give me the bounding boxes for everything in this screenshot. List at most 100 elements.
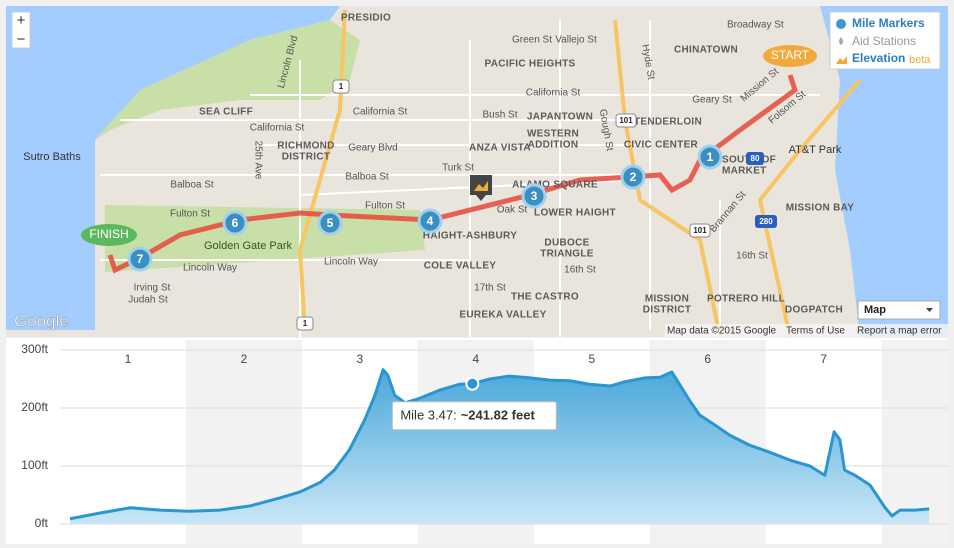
- shield-label: 80: [751, 154, 760, 163]
- elevation-line: [69, 368, 930, 521]
- mile-marker-label[interactable]: 4: [427, 214, 434, 228]
- shield: [689, 223, 711, 238]
- map-label: Lincoln Way: [183, 263, 237, 274]
- map-label: Geary Blvd: [348, 143, 397, 154]
- map-label: Lincoln Way: [324, 257, 378, 268]
- zoom-control: + −: [11, 11, 31, 49]
- mile-marker-label[interactable]: 5: [327, 216, 334, 230]
- road-shields: 1 101 80 280 1 101: [296, 79, 777, 331]
- shield-label: 280: [759, 217, 773, 226]
- map-label: HAIGHT-ASHBURY: [423, 231, 517, 242]
- map-label: Golden Gate Park: [204, 240, 293, 252]
- park: [95, 20, 360, 140]
- y-tick-label: 200ft: [21, 400, 48, 414]
- attribution-bar: [665, 324, 948, 337]
- report-link[interactable]: Report a map error: [857, 326, 942, 337]
- map-type-select[interactable]: [857, 300, 941, 320]
- mile-marker[interactable]: [697, 144, 723, 170]
- google-logo: Google: [14, 311, 69, 330]
- legend-item[interactable]: Mile Markers: [852, 16, 925, 30]
- mile-marker-label[interactable]: 3: [531, 189, 538, 203]
- attribution: Map data ©2015 Google: [667, 326, 777, 337]
- map-label: 16th St: [564, 265, 596, 276]
- x-tick-label: 6: [704, 352, 711, 366]
- legend-box: [829, 11, 941, 70]
- legend-item[interactable]: Elevation: [852, 51, 905, 65]
- shield: [746, 152, 764, 165]
- map: PRESIDIO Broadway St Vallejo St Green St…: [6, 6, 948, 338]
- mile-marker[interactable]: [317, 210, 343, 236]
- legend-item[interactable]: Aid Stations: [852, 34, 916, 48]
- elevation-area: [70, 369, 930, 524]
- map-label: Judah St: [128, 295, 168, 306]
- map-label: JAPANTOWN: [527, 112, 593, 123]
- map-label: MARKET: [722, 166, 767, 177]
- map-label: COLE VALLEY: [424, 261, 497, 272]
- legend-icon: [839, 37, 843, 45]
- terms-link[interactable]: Terms of Use: [786, 326, 845, 337]
- map-label: ALAMO SQUARE: [512, 180, 598, 191]
- start-marker[interactable]: START: [763, 45, 817, 67]
- x-tick-label: 3: [357, 352, 364, 366]
- mile-marker-label[interactable]: 6: [232, 216, 239, 230]
- mile-marker-label[interactable]: 1: [707, 150, 714, 164]
- zoom-in[interactable]: +: [17, 12, 26, 29]
- finish-bubble[interactable]: [81, 224, 137, 246]
- tooltip-value: ~241.82 feet: [461, 408, 536, 423]
- map-label: ADDITION: [528, 140, 579, 151]
- water: [6, 6, 340, 330]
- mile-marker[interactable]: [127, 246, 153, 272]
- shield-label: 1: [339, 82, 344, 91]
- map-label: DISTRICT: [282, 152, 331, 163]
- map-label: TRIANGLE: [540, 249, 594, 260]
- select-arrow: [926, 308, 933, 312]
- finish-label[interactable]: FINISH: [89, 227, 128, 241]
- shield: [755, 215, 777, 228]
- start-bubble[interactable]: [763, 45, 817, 67]
- map-label: DOGPATCH: [785, 305, 843, 316]
- start-label[interactable]: START: [771, 48, 810, 62]
- x-tick-label: 4: [472, 352, 479, 366]
- mile-marker[interactable]: [521, 183, 547, 209]
- map-label: WESTERN: [527, 129, 579, 140]
- map-label: PACIFIC HEIGHTS: [485, 59, 576, 70]
- shield: [615, 113, 637, 128]
- elevation-chart: 0ft 100ft 200ft 300ft 1 2 3 4 5 6 7 Mile 3.47: ~241.…: [6, 338, 948, 544]
- map-label: Fulton St: [365, 201, 405, 212]
- elevation-pin-icon: [474, 181, 488, 191]
- map-label: PRESIDIO: [341, 13, 391, 24]
- x-tick-label: 1: [125, 352, 132, 366]
- legend-icon: [836, 56, 847, 64]
- hover-point[interactable]: [465, 376, 480, 391]
- mile-marker-label[interactable]: 7: [137, 252, 144, 266]
- map-label: CIVIC CENTER: [624, 140, 699, 151]
- map-type-label[interactable]: Map: [864, 304, 886, 316]
- tooltip-label: Mile 3.47:: [400, 408, 456, 423]
- map-label: 17th St: [474, 283, 506, 294]
- x-tick-label: 5: [588, 352, 595, 366]
- map-label: Bush St: [482, 110, 517, 121]
- mile-marker[interactable]: [620, 164, 646, 190]
- shield-label: 1: [303, 319, 308, 328]
- map-label: California St: [353, 107, 408, 118]
- mile-markers: 1 2 3 4 5 6 7: [127, 144, 723, 272]
- y-tick-label: 0ft: [35, 516, 49, 530]
- mile-marker[interactable]: [417, 208, 443, 234]
- map-label: ANZA VISTA: [469, 143, 531, 154]
- zoom-out[interactable]: −: [17, 31, 26, 48]
- map-label: EUREKA VALLEY: [459, 310, 546, 321]
- map-label: 25th Ave: [252, 141, 263, 180]
- map-label: LOWER HAIGHT: [534, 208, 616, 219]
- y-tick-label: 300ft: [21, 342, 48, 356]
- map-label: Balboa St: [170, 180, 214, 191]
- map-label: Fulton St: [170, 209, 210, 220]
- map-label: California St: [250, 123, 305, 134]
- tooltip: Mile 3.47: ~241.82 feet: [400, 408, 535, 423]
- finish-marker[interactable]: FINISH: [81, 224, 137, 246]
- legend-icon: [836, 19, 846, 29]
- map-label: SEA CLIFF: [199, 107, 253, 118]
- map-label: AT&T Park: [789, 144, 842, 156]
- mile-marker-label[interactable]: 2: [630, 170, 637, 184]
- mile-marker[interactable]: [222, 210, 248, 236]
